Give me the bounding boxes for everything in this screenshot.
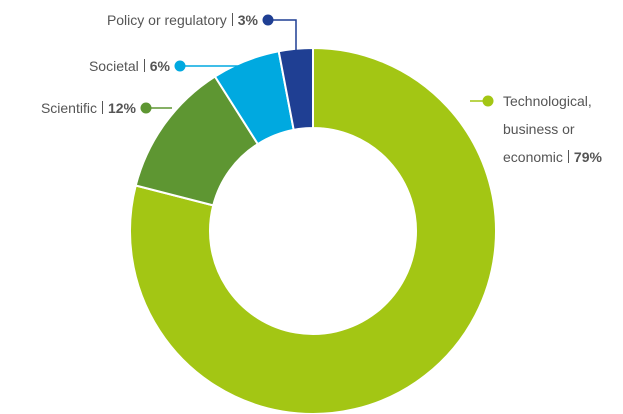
leader-dot bbox=[140, 102, 152, 114]
value-label: 3% bbox=[237, 12, 258, 28]
leader-dot bbox=[482, 95, 494, 107]
slice bbox=[277, 46, 314, 131]
separator bbox=[231, 13, 233, 26]
value-label: 6% bbox=[149, 58, 170, 74]
leader-line bbox=[268, 19, 297, 50]
leader-dot bbox=[174, 60, 186, 72]
value-label: 79% bbox=[573, 149, 602, 165]
slice bbox=[129, 46, 497, 414]
separator bbox=[101, 101, 103, 114]
category-label: Technological, business or economic bbox=[503, 93, 592, 165]
slice-label: Scientific 12% bbox=[41, 94, 136, 122]
category-label: Scientific bbox=[40, 100, 97, 116]
slice-label: Societal 6% bbox=[89, 52, 170, 80]
separator bbox=[567, 150, 569, 163]
separator bbox=[143, 59, 145, 72]
slice-label: Technological, business or economic 79% bbox=[503, 87, 613, 171]
slices bbox=[129, 46, 497, 414]
category-label: Policy or regulatory bbox=[106, 12, 227, 28]
leaders bbox=[140, 14, 494, 114]
slice-label: Policy or regulatory 3% bbox=[107, 6, 258, 34]
value-label: 12% bbox=[107, 100, 136, 116]
category-label: Societal bbox=[88, 58, 139, 74]
leader-dot bbox=[262, 14, 274, 26]
